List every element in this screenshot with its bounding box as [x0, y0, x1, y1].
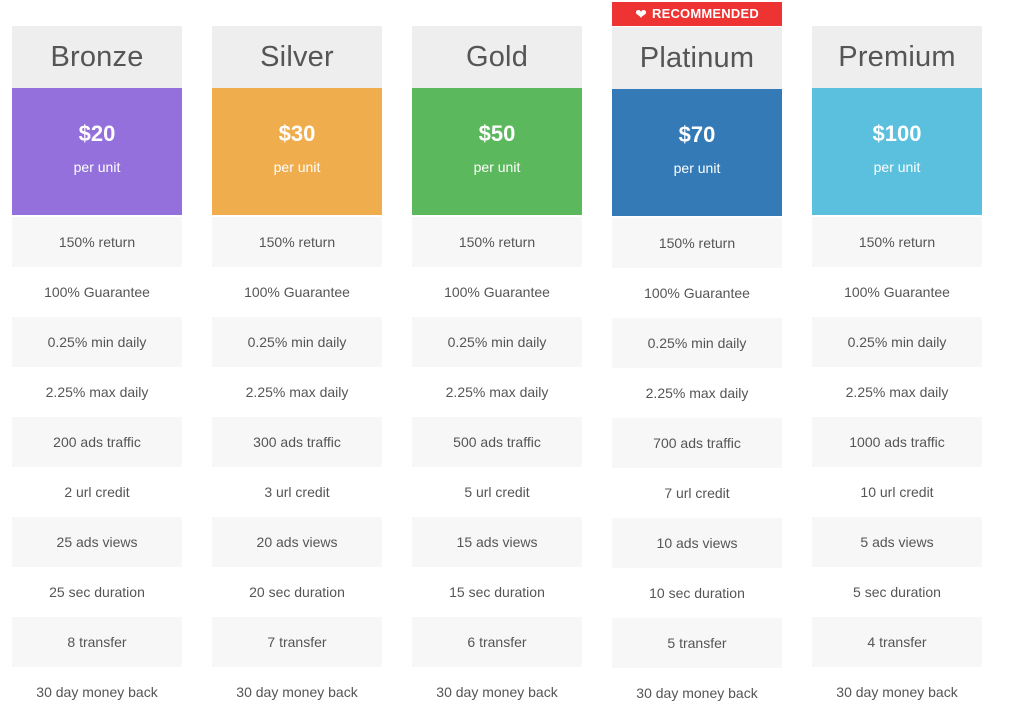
plan-price: $50 — [478, 121, 516, 146]
feature-item: 5 ads views — [812, 517, 982, 567]
feature-item: 30 day money back — [12, 667, 182, 717]
recommended-label: RECOMMENDED — [652, 6, 759, 21]
plan-name: Silver — [212, 26, 382, 88]
plan-silver: Silver $30 per unit 150% return 100% Gua… — [212, 26, 382, 717]
feature-item: 0.25% min daily — [212, 317, 382, 367]
feature-item: 10 url credit — [812, 467, 982, 517]
feature-item: 7 url credit — [612, 468, 782, 518]
feature-item: 30 day money back — [612, 668, 782, 718]
feature-item: 2.25% max daily — [612, 368, 782, 418]
feature-item: 30 day money back — [812, 667, 982, 717]
plan-price-box: $100 per unit — [812, 88, 982, 215]
feature-list: 150% return 100% Guarantee 0.25% min dai… — [212, 217, 382, 717]
plan-name: Premium — [812, 26, 982, 88]
feature-item: 2 url credit — [12, 467, 182, 517]
feature-item: 2.25% max daily — [12, 367, 182, 417]
feature-item: 100% Guarantee — [212, 267, 382, 317]
plan-gold: Gold $50 per unit 150% return 100% Guara… — [412, 26, 582, 717]
feature-item: 150% return — [12, 217, 182, 267]
feature-item: 15 sec duration — [412, 567, 582, 617]
plan-price-unit: per unit — [473, 159, 521, 175]
feature-item: 150% return — [212, 217, 382, 267]
feature-item: 10 sec duration — [612, 568, 782, 618]
feature-item: 6 transfer — [412, 617, 582, 667]
feature-item: 15 ads views — [412, 517, 582, 567]
feature-item: 0.25% min daily — [612, 318, 782, 368]
feature-list: 150% return 100% Guarantee 0.25% min dai… — [412, 217, 582, 717]
plan-name: Platinum — [612, 27, 782, 89]
feature-item: 700 ads traffic — [612, 418, 782, 468]
plan-price: $20 — [78, 121, 116, 146]
plan-price-box: $20 per unit — [12, 88, 182, 215]
feature-item: 1000 ads traffic — [812, 417, 982, 467]
plan-premium: Premium $100 per unit 150% return 100% G… — [812, 26, 982, 717]
feature-list: 150% return 100% Guarantee 0.25% min dai… — [612, 218, 782, 718]
feature-item: 30 day money back — [212, 667, 382, 717]
plan-name: Bronze — [12, 26, 182, 88]
feature-item: 100% Guarantee — [412, 267, 582, 317]
heart-icon: ❤ — [635, 6, 647, 22]
feature-item: 100% Guarantee — [12, 267, 182, 317]
plan-platinum: Platinum $70 per unit 150% return 100% G… — [612, 27, 782, 718]
feature-item: 2.25% max daily — [412, 367, 582, 417]
feature-item: 5 sec duration — [812, 567, 982, 617]
plan-price-box: $50 per unit — [412, 88, 582, 215]
feature-item: 300 ads traffic — [212, 417, 382, 467]
feature-item: 3 url credit — [212, 467, 382, 517]
feature-item: 20 ads views — [212, 517, 382, 567]
plan-price: $70 — [678, 122, 716, 147]
feature-item: 2.25% max daily — [212, 367, 382, 417]
plan-price-box: $30 per unit — [212, 88, 382, 215]
plan-bronze: Bronze $20 per unit 150% return 100% Gua… — [12, 26, 182, 717]
plan-price: $100 — [872, 121, 922, 146]
feature-list: 150% return 100% Guarantee 0.25% min dai… — [12, 217, 182, 717]
plan-price: $30 — [278, 121, 316, 146]
feature-item: 500 ads traffic — [412, 417, 582, 467]
feature-item: 0.25% min daily — [12, 317, 182, 367]
plan-price-unit: per unit — [73, 159, 121, 175]
feature-item: 100% Guarantee — [812, 267, 982, 317]
plan-price-unit: per unit — [673, 160, 721, 176]
plan-name: Gold — [412, 26, 582, 88]
feature-item: 30 day money back — [412, 667, 582, 717]
plan-price-unit: per unit — [873, 159, 921, 175]
feature-item: 5 transfer — [612, 618, 782, 668]
feature-item: 0.25% min daily — [812, 317, 982, 367]
feature-item: 25 sec duration — [12, 567, 182, 617]
feature-item: 10 ads views — [612, 518, 782, 568]
feature-item: 2.25% max daily — [812, 367, 982, 417]
feature-item: 200 ads traffic — [12, 417, 182, 467]
plan-price-box: $70 per unit — [612, 89, 782, 216]
feature-item: 8 transfer — [12, 617, 182, 667]
feature-item: 150% return — [412, 217, 582, 267]
plan-price-unit: per unit — [273, 159, 321, 175]
feature-item: 7 transfer — [212, 617, 382, 667]
feature-item: 4 transfer — [812, 617, 982, 667]
feature-item: 0.25% min daily — [412, 317, 582, 367]
pricing-table: ❤ RECOMMENDED Bronze $20 per unit 150% re… — [12, 0, 992, 718]
recommended-badge: ❤ RECOMMENDED — [612, 2, 782, 26]
feature-item: 25 ads views — [12, 517, 182, 567]
feature-list: 150% return 100% Guarantee 0.25% min dai… — [812, 217, 982, 717]
feature-item: 150% return — [612, 218, 782, 268]
feature-item: 5 url credit — [412, 467, 582, 517]
feature-item: 150% return — [812, 217, 982, 267]
feature-item: 100% Guarantee — [612, 268, 782, 318]
feature-item: 20 sec duration — [212, 567, 382, 617]
